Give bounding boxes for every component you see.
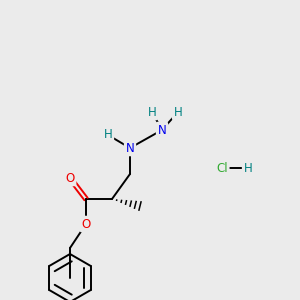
Text: N: N xyxy=(126,142,134,154)
Text: H: H xyxy=(174,106,182,118)
Text: H: H xyxy=(103,128,112,142)
Text: H: H xyxy=(244,161,252,175)
Text: N: N xyxy=(158,124,166,136)
Text: O: O xyxy=(65,172,75,184)
Text: H: H xyxy=(148,106,156,118)
Text: Cl: Cl xyxy=(216,161,228,175)
Text: O: O xyxy=(81,218,91,230)
